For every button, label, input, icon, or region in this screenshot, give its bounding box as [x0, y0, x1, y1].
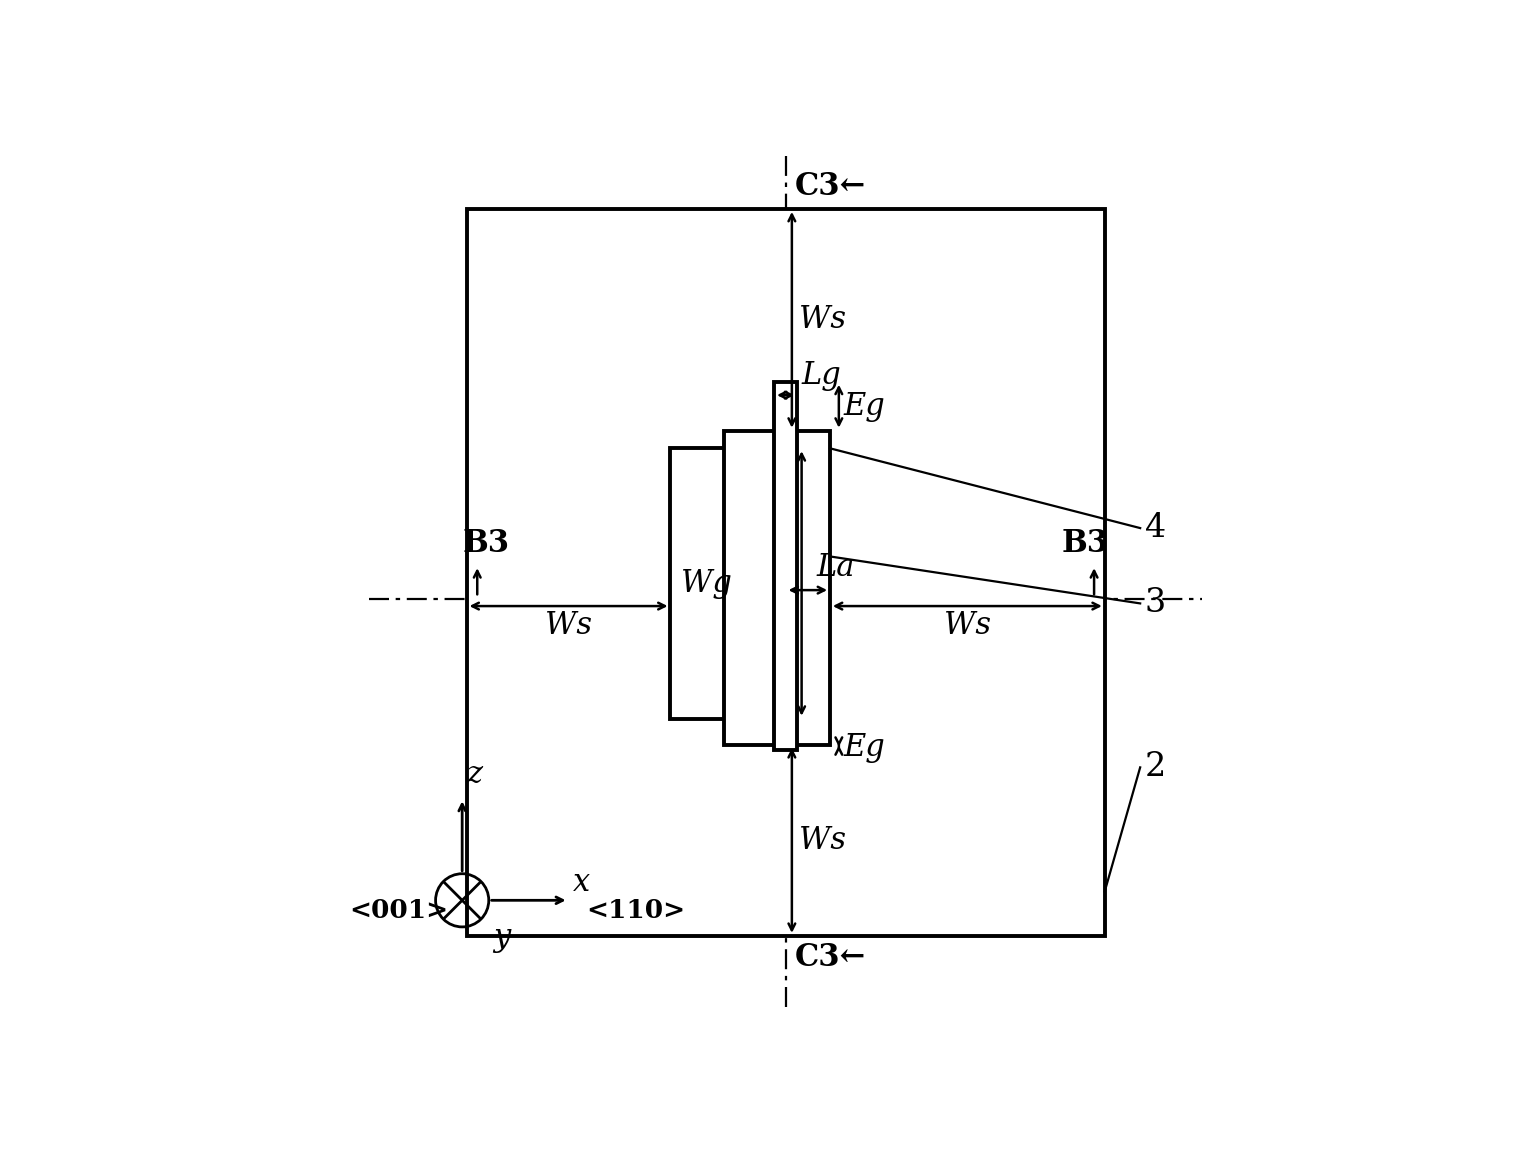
Text: x: x	[573, 867, 590, 898]
Text: La: La	[817, 552, 855, 584]
Text: Ws: Ws	[799, 304, 846, 335]
Bar	[774, 382, 797, 749]
Text: C3←: C3←	[794, 171, 866, 203]
Text: C3←: C3←	[794, 943, 866, 974]
Text: Lg: Lg	[802, 360, 842, 390]
Text: 3: 3	[1145, 587, 1167, 619]
Bar	[466, 209, 1105, 936]
Text: Ws: Ws	[546, 610, 592, 641]
Text: Ws: Ws	[944, 610, 990, 641]
Text: B3: B3	[1062, 528, 1110, 559]
Text: z: z	[466, 759, 483, 790]
Text: 4: 4	[1145, 512, 1165, 544]
Text: y: y	[494, 922, 510, 953]
Text: <001>: <001>	[350, 899, 449, 923]
Text: Eg: Eg	[843, 732, 885, 763]
Text: 2: 2	[1145, 752, 1167, 784]
Bar	[724, 430, 829, 745]
Bar	[670, 449, 750, 718]
Text: Wg: Wg	[681, 567, 731, 599]
Text: <110>: <110>	[586, 899, 685, 923]
Text: B3: B3	[461, 528, 509, 559]
Text: Ws: Ws	[799, 825, 846, 856]
Text: Eg: Eg	[843, 390, 885, 421]
